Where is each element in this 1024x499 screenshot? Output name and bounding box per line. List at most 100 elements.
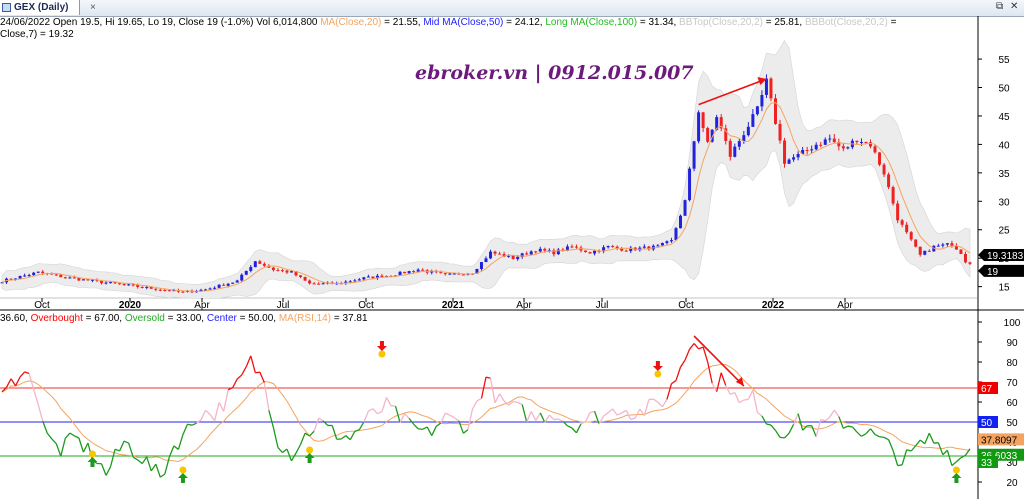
rsi-segment bbox=[539, 412, 546, 423]
rsi-segment bbox=[408, 417, 415, 425]
rsi-label-text: 37.8097 bbox=[981, 435, 1018, 446]
rsi-label-box bbox=[978, 416, 998, 428]
rsi-segment bbox=[60, 438, 66, 457]
rsi-segment bbox=[910, 445, 917, 452]
rsi-segment bbox=[354, 429, 360, 432]
candle-body bbox=[896, 203, 900, 221]
candle-body bbox=[167, 290, 171, 292]
candle-body bbox=[697, 112, 701, 142]
candle-body bbox=[778, 123, 782, 141]
candle-body bbox=[950, 243, 954, 246]
candle-body bbox=[796, 154, 800, 158]
rsi-segment bbox=[774, 430, 781, 438]
signal-arrow bbox=[177, 473, 188, 483]
rsi-segment bbox=[123, 440, 129, 444]
candle-body bbox=[706, 128, 710, 142]
rsi-y-tick-label: 100 bbox=[1004, 318, 1021, 329]
candle-body bbox=[54, 274, 58, 276]
candle-body bbox=[375, 275, 379, 279]
candle-body bbox=[9, 278, 13, 280]
rsi-segment bbox=[295, 444, 302, 454]
rsi-segment bbox=[480, 376, 487, 399]
rsi-segment bbox=[462, 429, 469, 434]
candle-body bbox=[954, 245, 958, 250]
candle-body bbox=[72, 277, 76, 279]
candle-body bbox=[154, 288, 158, 290]
candle-body bbox=[900, 220, 904, 225]
rsi-segment bbox=[517, 401, 523, 406]
rsi-segment bbox=[418, 428, 423, 430]
rsi-segment bbox=[42, 420, 48, 434]
candle-body bbox=[692, 141, 696, 169]
candles-group bbox=[0, 74, 972, 294]
rsi-label-text: 67 bbox=[981, 384, 993, 395]
rsi-segment bbox=[187, 423, 193, 426]
close-window-icon[interactable]: ✕ bbox=[1010, 1, 1019, 12]
signal-marker bbox=[88, 450, 96, 458]
candle-body bbox=[217, 284, 221, 288]
rsi-segment bbox=[915, 439, 921, 447]
rsi-segment bbox=[164, 456, 170, 475]
candle-body bbox=[679, 215, 683, 229]
signal-marker bbox=[654, 370, 662, 378]
restore-window-icon[interactable]: ⧉ bbox=[996, 1, 1004, 12]
candle-body bbox=[525, 253, 529, 255]
candle-body bbox=[624, 250, 628, 252]
rsi-segment bbox=[223, 389, 229, 412]
rsi-segment bbox=[5, 378, 12, 388]
candle-body bbox=[945, 243, 949, 245]
candle-body bbox=[118, 283, 122, 285]
rsi-y-tick-label: 70 bbox=[1006, 378, 1018, 389]
rsi-segment bbox=[385, 397, 392, 407]
rsi-segment bbox=[698, 346, 704, 350]
rsi-segment bbox=[824, 416, 831, 422]
candle-body bbox=[312, 283, 316, 285]
rsi-segment bbox=[150, 463, 157, 472]
candle-body bbox=[222, 284, 226, 286]
rsi-segment bbox=[263, 382, 270, 411]
candle-body bbox=[733, 146, 737, 157]
candle-body bbox=[213, 287, 217, 289]
rsi-segment bbox=[399, 413, 406, 423]
candle-body bbox=[443, 273, 447, 275]
rsi-segment bbox=[553, 418, 559, 421]
rsi-segment bbox=[797, 413, 804, 431]
rsi-segment bbox=[55, 443, 62, 457]
rsi-segment bbox=[906, 449, 912, 452]
candle-body bbox=[258, 261, 262, 264]
tab-close-icon[interactable]: × bbox=[90, 2, 96, 13]
rsi-segment bbox=[802, 425, 808, 431]
price-header-segment: BBBot(Close,20,2) bbox=[802, 17, 888, 28]
candle-body bbox=[724, 128, 728, 141]
candle-body bbox=[18, 276, 22, 279]
rsi-segment bbox=[28, 373, 35, 390]
rsi-segment bbox=[666, 383, 673, 400]
candle-body bbox=[737, 141, 741, 147]
rsi-segment bbox=[177, 434, 184, 450]
candle-body bbox=[100, 280, 104, 284]
price-header-segment: = 25.81, bbox=[763, 17, 803, 28]
rsi-segment bbox=[865, 428, 871, 435]
rsi-ma-line bbox=[1, 363, 971, 463]
rsi-segment bbox=[109, 449, 116, 467]
rsi-trend-arrow bbox=[693, 335, 745, 387]
price-label-box bbox=[978, 264, 1024, 277]
rsi-segment bbox=[942, 449, 948, 456]
candle-body bbox=[430, 271, 434, 273]
time-axis-label: 2020 bbox=[119, 300, 142, 311]
candle-body bbox=[253, 261, 257, 268]
tab-gex-daily[interactable]: GEX (Daily) bbox=[0, 0, 80, 15]
rsi-chart-header: 36.60, Overbought = 67.00, Oversold = 33… bbox=[0, 313, 368, 324]
candle-body bbox=[308, 280, 312, 284]
candle-body bbox=[244, 270, 248, 275]
candle-body bbox=[68, 277, 72, 279]
rsi-segment bbox=[964, 448, 971, 456]
rsi-segment bbox=[358, 421, 365, 431]
candle-body bbox=[23, 275, 27, 277]
chart-tab-icon bbox=[2, 3, 11, 12]
time-axis-label: 2022 bbox=[762, 300, 785, 311]
signal-arrow bbox=[304, 453, 315, 463]
rsi-segment bbox=[598, 415, 605, 425]
candle-body bbox=[746, 126, 750, 136]
